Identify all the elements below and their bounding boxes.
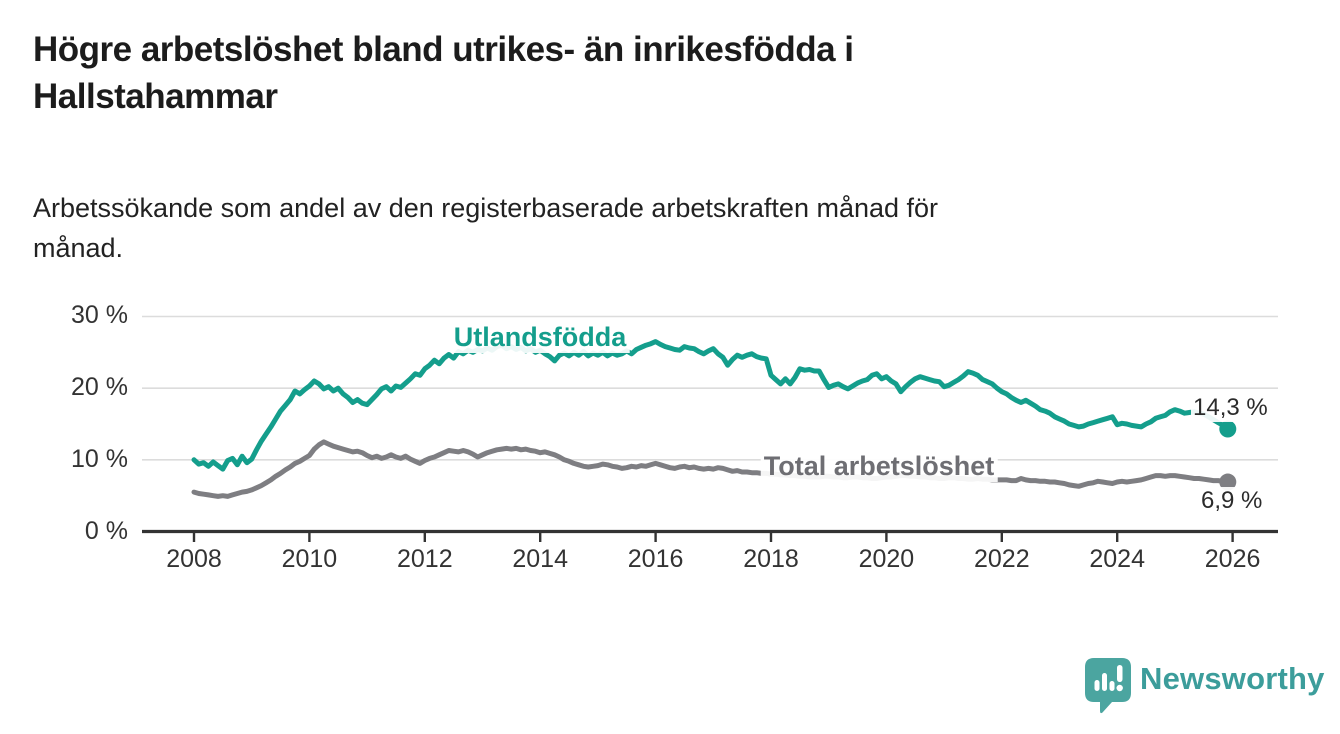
- chart-subtitle-line2: månad.: [33, 233, 124, 263]
- series-label-total-arbetsloshet: Total arbetslöshet: [760, 451, 998, 482]
- x-axis-tick-label: 2014: [512, 545, 568, 573]
- end-dot-total-arbetsloshet: [1219, 473, 1237, 491]
- x-axis-tick-label: 2020: [858, 545, 915, 573]
- x-axis-tick-label: 2018: [743, 545, 799, 573]
- newsworthy-logo: Newsworthy: [1085, 656, 1325, 714]
- line-total-arbetsloshet: [191, 439, 1231, 499]
- x-axis-tick-label: 2010: [281, 545, 338, 573]
- y-axis-tick-label: 10 %: [71, 444, 128, 473]
- x-axis-tick-label: 2026: [1204, 545, 1261, 573]
- line-utlandsfodda: [191, 339, 1231, 472]
- chart-title-line2: Hallstahammar: [33, 77, 278, 116]
- y-axis-tick-label: 30 %: [71, 301, 128, 330]
- x-axis-tick-label: 2012: [396, 545, 453, 573]
- y-axis-tick-label: 0 %: [84, 516, 128, 545]
- y-axis-tick-label: 20 %: [71, 373, 128, 402]
- x-axis-tick-label: 2008: [166, 545, 222, 573]
- newsworthy-logo-icon: [1085, 658, 1131, 714]
- end-value-label-utlandsfodda: 14,3 %: [1191, 394, 1270, 422]
- chart-title-line1: Högre arbetslöshet bland utrikes- än inr…: [33, 30, 854, 69]
- x-axis-tick-label: 2022: [973, 545, 1030, 573]
- x-axis-tick-label: 2016: [627, 545, 684, 573]
- newsworthy-logo-text: Newsworthy: [1140, 661, 1325, 696]
- end-value-label-total: 6,9 %: [1199, 487, 1265, 515]
- end-dot-utlandsfodda: [1219, 420, 1237, 438]
- chart-subtitle: Arbetssökande som andel av den registerb…: [33, 188, 1233, 268]
- series-label-utlandsfodda: Utlandsfödda: [450, 322, 630, 353]
- chart-subtitle-line1: Arbetssökande som andel av den registerb…: [33, 193, 939, 223]
- x-axis-tick-label: 2024: [1089, 545, 1145, 573]
- chart-title: Högre arbetslöshet bland utrikes- än inr…: [33, 26, 1153, 120]
